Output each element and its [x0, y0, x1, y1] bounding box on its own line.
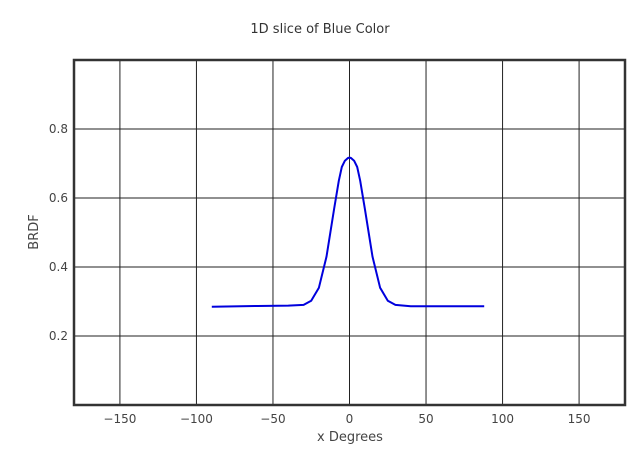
x-axis-label: x Degrees [317, 430, 383, 445]
x-tick-label: −50 [260, 412, 285, 426]
series-line [211, 156, 485, 308]
y-axis-label: BRDF [27, 214, 42, 249]
x-tick-label: −150 [103, 412, 136, 426]
x-tick-label: 100 [491, 412, 514, 426]
x-tick-labels: −150 −100 −50 0 50 100 150 [103, 412, 590, 426]
y-tick-label: 0.2 [49, 329, 68, 343]
grid [74, 60, 625, 405]
y-tick-label: 0.8 [49, 122, 68, 136]
plot-frame [72, 58, 627, 407]
y-tick-labels: 0.2 0.4 0.6 0.8 [49, 122, 68, 343]
chart-title: 1D slice of Blue Color [250, 22, 390, 37]
series-lines [211, 156, 485, 308]
x-tick-label: 150 [568, 412, 591, 426]
x-tick-label: 0 [346, 412, 354, 426]
y-tick-label: 0.4 [49, 260, 68, 274]
x-tick-label: 50 [418, 412, 433, 426]
y-tick-label: 0.6 [49, 191, 68, 205]
x-tick-label: −100 [180, 412, 213, 426]
